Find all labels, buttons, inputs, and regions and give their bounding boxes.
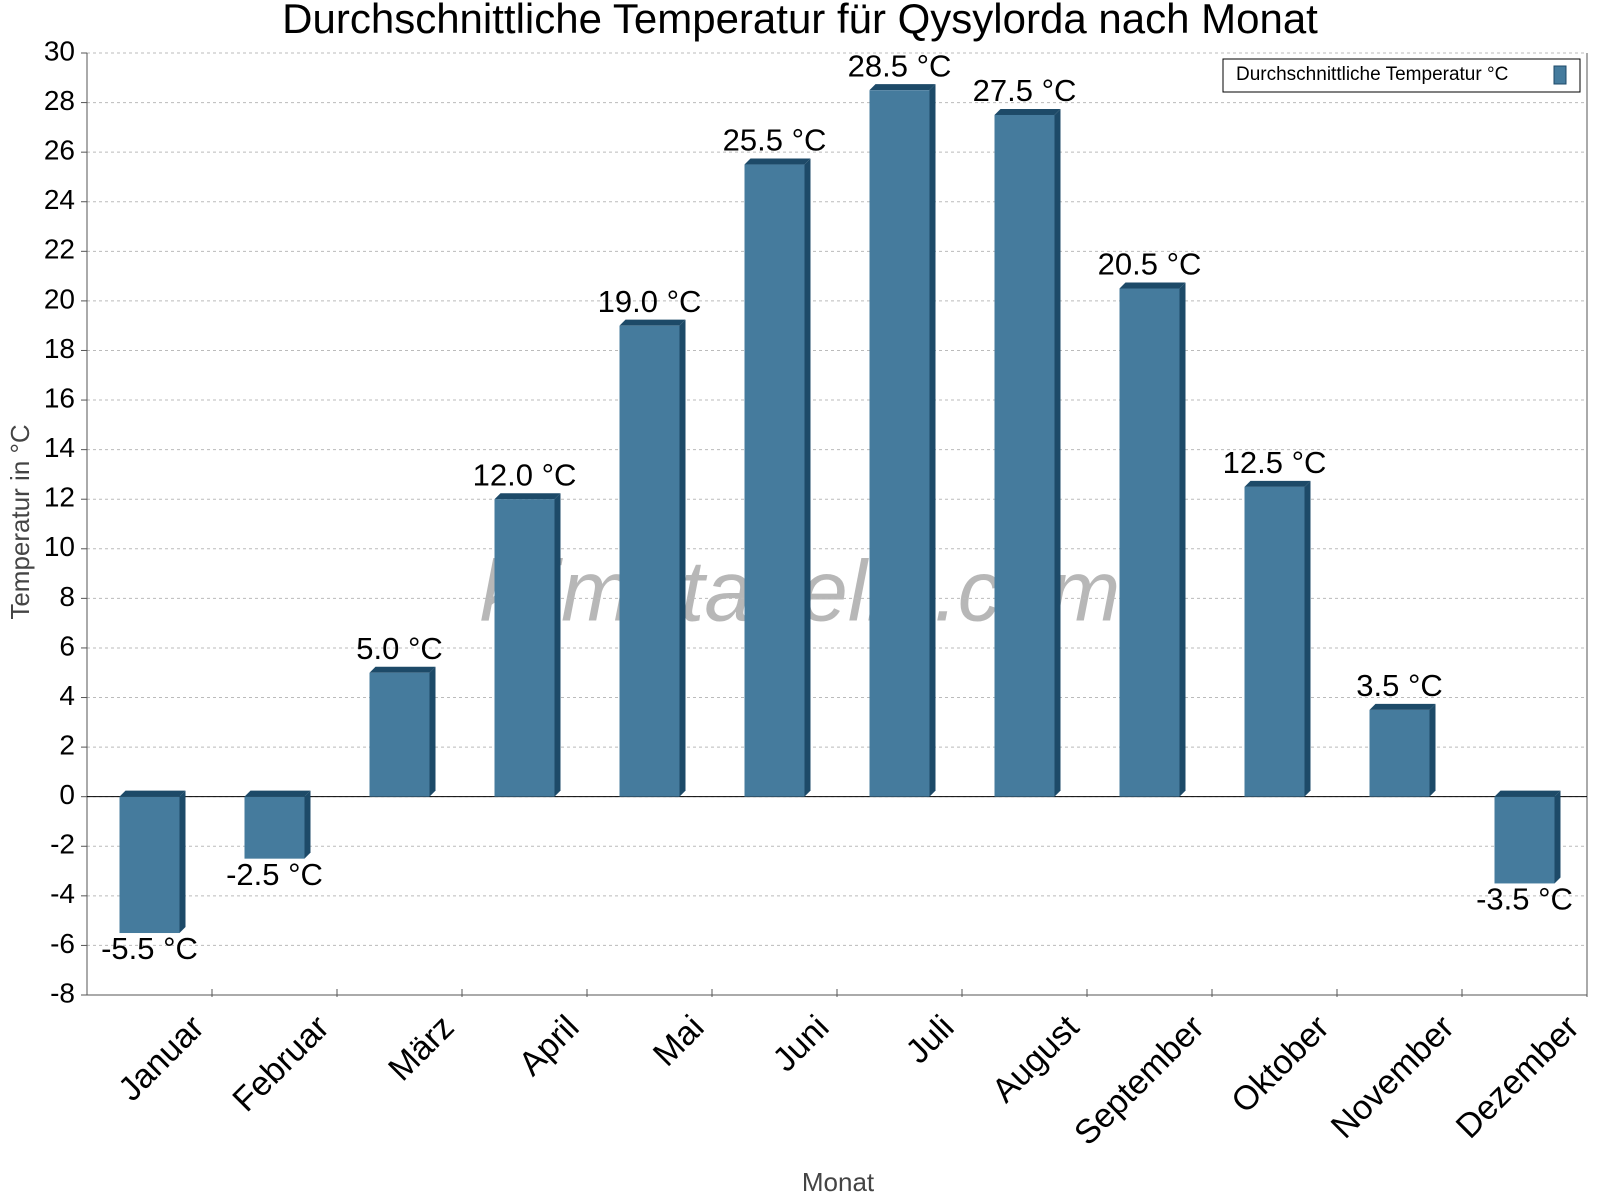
x-tick-label: April: [512, 1008, 587, 1083]
bar-top: [494, 493, 561, 500]
bar-top: [1494, 790, 1561, 797]
y-tick-label: 10: [44, 531, 75, 562]
legend-swatch: [1553, 65, 1567, 85]
bar-top: [744, 158, 811, 165]
bar: [369, 672, 430, 797]
x-tick-label: August: [985, 1008, 1087, 1110]
bar-side: [929, 84, 936, 797]
bar-side: [554, 493, 561, 797]
y-tick-label: 28: [44, 85, 75, 116]
bar: [1494, 796, 1555, 884]
y-tick-label: 8: [59, 581, 75, 612]
bar-side: [1554, 790, 1561, 884]
x-tick-label: Mai: [646, 1008, 712, 1074]
x-tick-label: November: [1324, 1008, 1462, 1146]
chart-title: Durchschnittliche Temperatur für Qysylor…: [282, 0, 1318, 42]
value-label: 3.5 °C: [1356, 668, 1443, 703]
bar-side: [1054, 108, 1061, 797]
value-label: 20.5 °C: [1098, 247, 1202, 282]
x-tick-label: Februar: [225, 1008, 336, 1119]
x-tick-label: Juni: [766, 1008, 837, 1079]
y-tick-label: 4: [59, 680, 75, 711]
bar-top: [994, 108, 1061, 115]
x-tick-label: Juli: [899, 1008, 962, 1071]
bar-top: [1244, 480, 1311, 487]
bar: [119, 796, 180, 934]
x-tick-label: Januar: [111, 1008, 211, 1108]
y-tick-label: 22: [44, 234, 75, 265]
y-tick-label: -2: [50, 829, 75, 860]
y-tick-label: 20: [44, 283, 75, 314]
bar-top: [869, 84, 936, 91]
x-tick-label: Oktober: [1224, 1008, 1336, 1120]
y-tick-label: -4: [50, 878, 75, 909]
bar-side: [179, 790, 186, 934]
bar-top: [119, 790, 186, 797]
y-tick-label: -6: [50, 928, 75, 959]
value-label: 12.0 °C: [473, 457, 577, 492]
bar-top: [1369, 703, 1436, 710]
bar: [1244, 486, 1305, 797]
bar: [619, 325, 680, 797]
y-tick-label: 12: [44, 482, 75, 513]
y-tick-label: 6: [59, 630, 75, 661]
bar-top: [244, 790, 311, 797]
value-label: 12.5 °C: [1223, 445, 1327, 480]
bar-side: [304, 790, 311, 859]
bar-side: [429, 666, 436, 797]
bar-side: [679, 319, 686, 797]
y-tick-label: 18: [44, 333, 75, 364]
x-tick-label: September: [1067, 1008, 1211, 1152]
value-label: -3.5 °C: [1476, 882, 1573, 917]
value-label: 19.0 °C: [598, 284, 702, 319]
y-tick-label: 26: [44, 135, 75, 166]
y-tick-label: -8: [50, 977, 75, 1008]
bar-side: [804, 158, 811, 797]
bar-side: [1429, 703, 1436, 797]
bar: [1369, 709, 1430, 797]
y-tick-label: 16: [44, 382, 75, 413]
value-label: -2.5 °C: [226, 857, 323, 892]
value-label: 25.5 °C: [723, 123, 827, 158]
value-label: 28.5 °C: [848, 48, 952, 83]
y-tick-label: 14: [44, 432, 75, 463]
value-label: 5.0 °C: [356, 631, 443, 666]
y-tick-label: 2: [59, 729, 75, 760]
y-axis-label: Temperatur in °C: [5, 424, 35, 619]
legend-box: [1222, 58, 1581, 93]
bar-top: [1119, 282, 1186, 289]
x-axis-label: Monat: [802, 1167, 875, 1197]
x-tick-label: Dezember: [1449, 1008, 1587, 1146]
bar-top: [369, 666, 436, 673]
bar: [744, 164, 805, 797]
y-tick-label: 0: [59, 779, 75, 810]
bar: [1119, 288, 1180, 797]
y-tick-label: 30: [44, 35, 75, 66]
bar: [869, 90, 930, 797]
bar: [994, 114, 1055, 797]
x-tick-label: März: [381, 1008, 461, 1088]
bar: [244, 796, 305, 859]
bar-side: [1304, 480, 1311, 797]
legend-label: Durchschnittliche Temperatur °C: [1236, 64, 1508, 85]
value-label: -5.5 °C: [101, 931, 198, 966]
bar-top: [619, 319, 686, 326]
bar-side: [1179, 282, 1186, 797]
bar: [494, 499, 555, 797]
y-tick-label: 24: [44, 184, 75, 215]
value-label: 27.5 °C: [973, 73, 1077, 108]
